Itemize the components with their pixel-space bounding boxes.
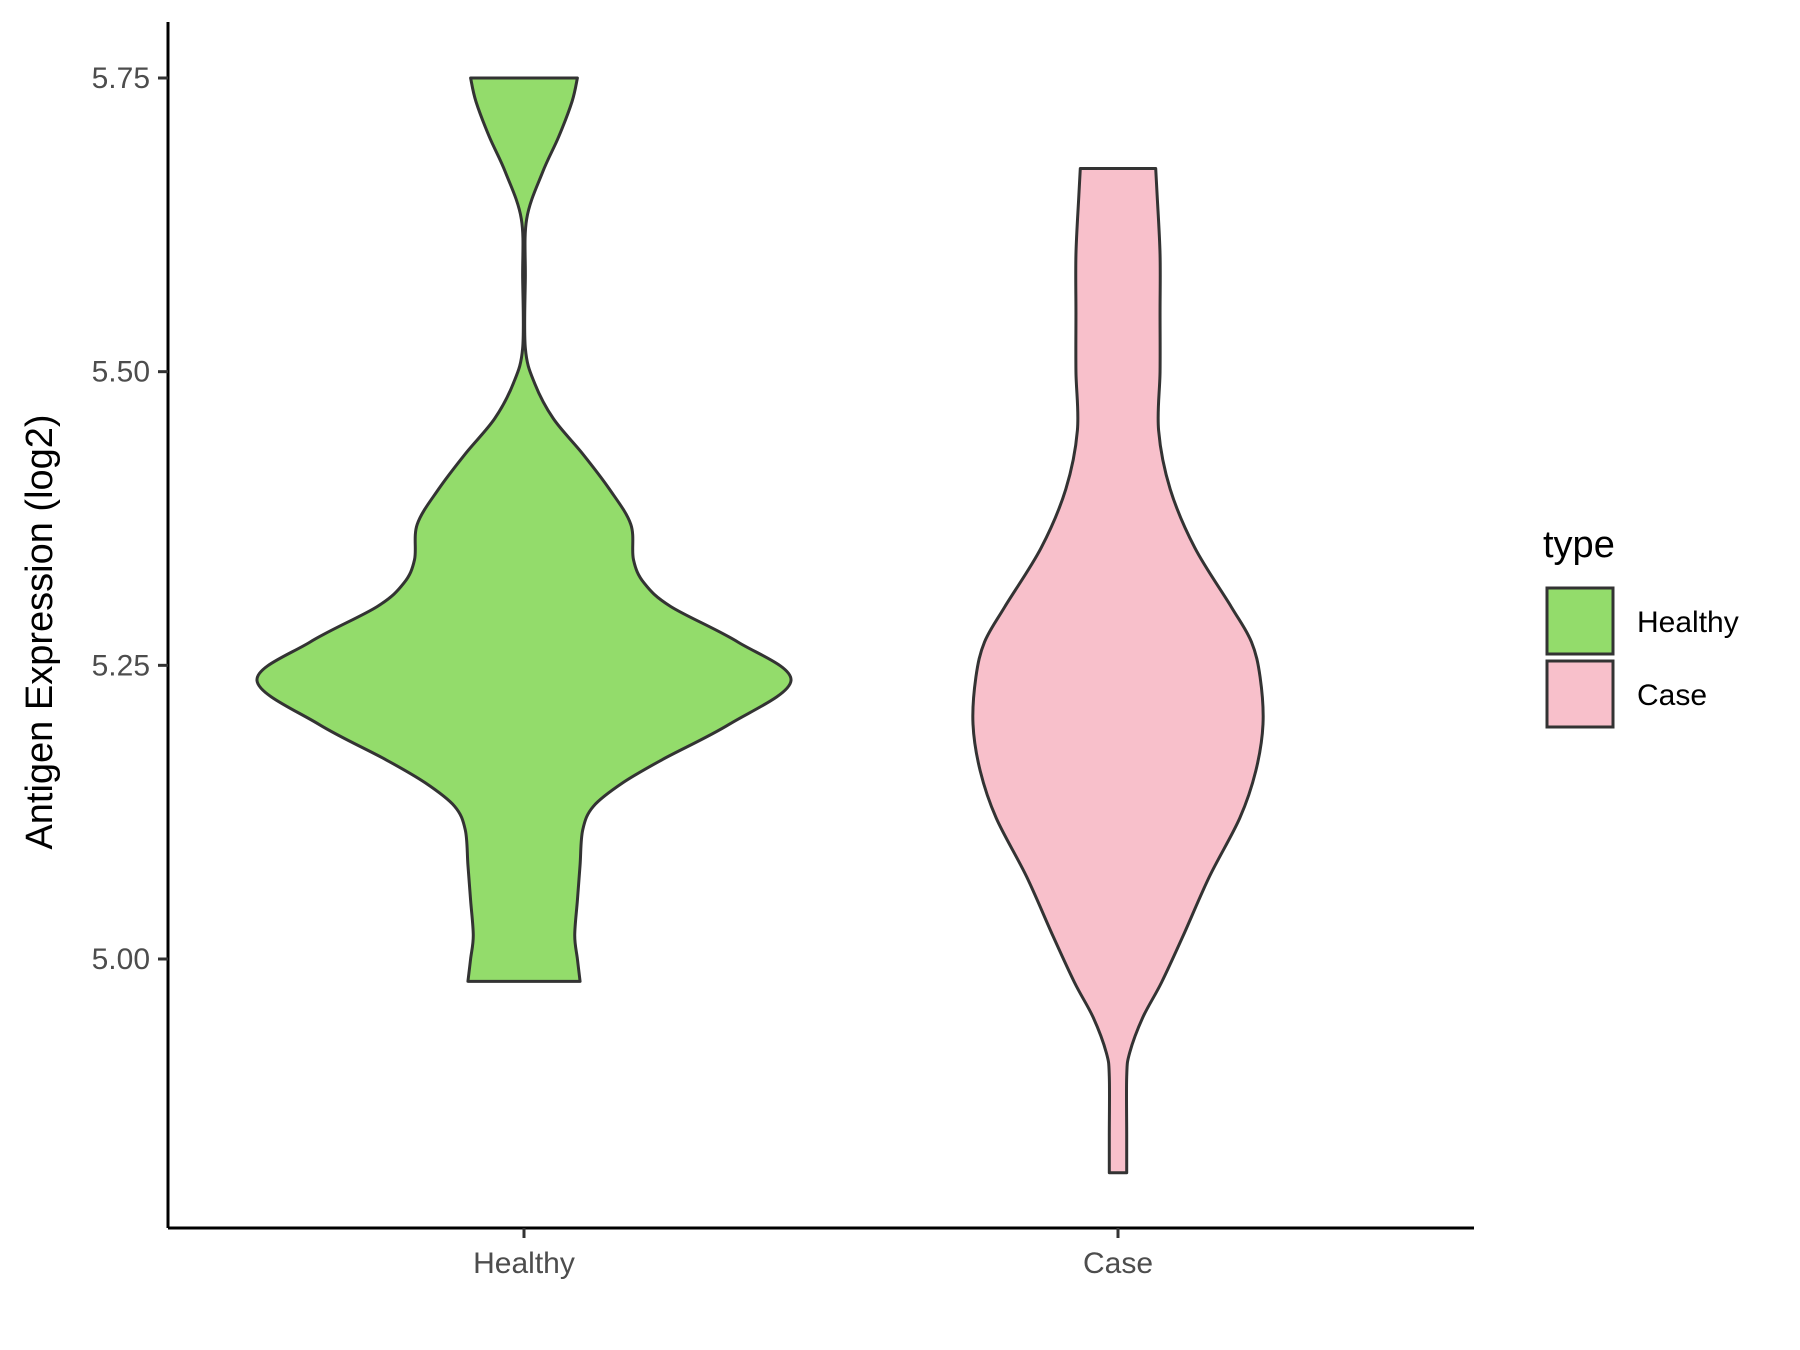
axes-layer: 5.00 5.25 5.50 5.75 Healthy Case <box>92 22 1474 1280</box>
violin-case <box>971 166 1265 1175</box>
y-tick-label: 5.50 <box>92 356 150 389</box>
x-tick-label: Healthy <box>473 1247 575 1280</box>
y-tick-label: 5.00 <box>92 943 150 976</box>
x-tick-label: Case <box>1083 1247 1153 1280</box>
legend-label-case: Case <box>1637 679 1707 712</box>
violins-layer <box>255 76 1265 1175</box>
legend-label-healthy: Healthy <box>1637 606 1739 639</box>
y-tick-label: 5.75 <box>92 62 150 95</box>
legend-swatch-healthy <box>1545 586 1615 656</box>
legend-title: type <box>1543 524 1615 566</box>
legend: type Healthy Case <box>1543 524 1739 729</box>
legend-swatch-case <box>1545 659 1615 729</box>
y-tick-label: 5.25 <box>92 649 150 682</box>
violin-healthy <box>255 76 793 983</box>
y-axis-title: Antigen Expression (log2) <box>19 414 61 849</box>
